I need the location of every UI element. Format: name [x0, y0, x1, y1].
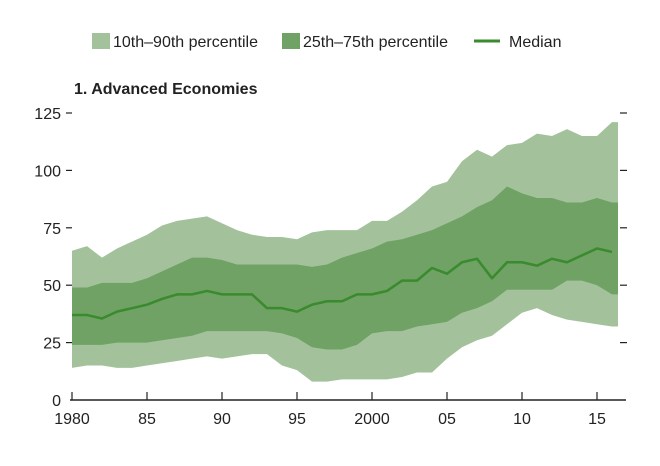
legend-label-25-75: 25th–75th percentile	[303, 34, 448, 51]
y-tick-label: 125	[34, 106, 61, 123]
y-tick-label: 25	[43, 336, 61, 353]
band-1	[72, 186, 618, 350]
x-tick-label: 05	[438, 411, 456, 428]
x-tick-label: 10	[513, 411, 531, 428]
x-tick-label: 95	[288, 411, 306, 428]
legend-swatch-25-75	[282, 33, 300, 49]
median-line	[72, 247, 613, 320]
axes: 1980 85 90 95 2000 05 10 15 0 25 50 75 100 125	[34, 106, 627, 428]
legend-label-median: Median	[509, 34, 561, 51]
y-tick-label: 50	[43, 278, 61, 295]
x-tick-label: 85	[138, 411, 156, 428]
legend-label-10-90: 10th–90th percentile	[113, 34, 258, 51]
plot-area	[72, 122, 618, 382]
x-tick-label: 2000	[354, 411, 390, 428]
x-tick-label: 1980	[54, 411, 90, 428]
legend: 10th–90th percentile 25th–75th percentil…	[92, 33, 561, 51]
y-tick-label: 100	[34, 163, 61, 180]
x-tick-label: 15	[588, 411, 606, 428]
y-tick-label: 75	[43, 221, 61, 238]
chart-title: 1. Advanced Economies	[74, 81, 258, 98]
x-tick-label: 90	[213, 411, 231, 428]
y-tick-label: 0	[52, 393, 61, 410]
legend-swatch-10-90	[92, 33, 110, 49]
